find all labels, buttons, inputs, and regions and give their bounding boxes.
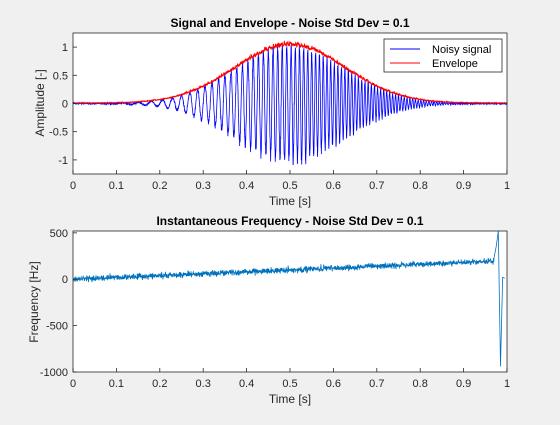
y-ticks-1: -1 -0.5 0 0.5 1	[49, 42, 77, 167]
y-tick-label: 0	[62, 274, 68, 286]
x-tick-label: 1	[504, 378, 510, 390]
y-axis-label-1: Amplitude [-]	[33, 69, 47, 136]
x-tick-label: 0.8	[413, 180, 428, 192]
x-tick-label: 0.2	[152, 180, 167, 192]
x-tick-label: 0.8	[413, 378, 428, 390]
x-tick-label: 0.7	[369, 378, 384, 390]
chart-title-2: Instantaneous Frequency - Noise Std Dev …	[156, 214, 423, 228]
x-tick-label: 0.3	[196, 378, 211, 390]
x-tick-label: 0.1	[109, 180, 124, 192]
y-tick-label: -1000	[40, 367, 68, 379]
x-tick-label: 0.9	[456, 378, 471, 390]
x-tick-label: 1	[504, 180, 510, 192]
y-tick-label: 0.5	[53, 70, 68, 82]
x-tick-label: 0.5	[282, 180, 297, 192]
series-line-instantaneous-frequency	[73, 231, 505, 367]
y-tick-label: 0	[62, 99, 68, 111]
series-line-envelope	[72, 40, 508, 104]
y-axis-label-2: Frequency [Hz]	[27, 261, 41, 342]
x-tick-label: 0.4	[239, 378, 254, 390]
x-ticks-2: 0 0.1 0.2 0.3 0.4 0.5 0.6 0.7 0.8 0.9 1	[70, 368, 510, 390]
y-tick-label: 500	[50, 228, 68, 240]
x-ticks-1: 0 0.1 0.2 0.3 0.4 0.5 0.6 0.7 0.8 0.9 1	[70, 170, 510, 192]
y-ticks-2: -1000 -500 0 500	[40, 228, 77, 379]
legend-label-envelope: Envelope	[432, 58, 478, 70]
legend: Noisy signal Envelope	[383, 38, 503, 73]
x-tick-label: 0.2	[152, 378, 167, 390]
plot-lines-1	[72, 40, 508, 166]
y-tick-label: -500	[46, 321, 68, 333]
x-tick-label: 0.6	[326, 378, 341, 390]
x-tick-label: 0.7	[369, 180, 384, 192]
legend-box	[383, 38, 503, 73]
series-line-noisy-signal	[72, 44, 508, 166]
plot-area-2	[73, 231, 507, 372]
y-tick-label: -0.5	[49, 127, 68, 139]
plot-lines-2	[73, 231, 505, 367]
instantaneous-frequency-axes: 0 0.1 0.2 0.3 0.4 0.5 0.6 0.7 0.8 0.9 1 -1000 -500 0…	[27, 214, 510, 406]
x-axis-label-2: Time [s]	[269, 392, 311, 406]
x-tick-label: 0	[70, 180, 76, 192]
x-axis-label-1: Time [s]	[269, 194, 311, 208]
x-tick-label: 0.3	[196, 180, 211, 192]
signal-envelope-axes: 0 0.1 0.2 0.3 0.4 0.5 0.6 0.7 0.8 0.9 1 -1 -0.5 0 0.5…	[33, 16, 510, 208]
y-tick-label: -1	[58, 155, 68, 167]
x-tick-label: 0.5	[282, 378, 297, 390]
legend-label-noisy-signal: Noisy signal	[432, 44, 491, 56]
x-tick-label: 0.4	[239, 180, 254, 192]
x-tick-label: 0.6	[326, 180, 341, 192]
x-tick-label: 0	[70, 378, 76, 390]
chart-title-1: Signal and Envelope - Noise Std Dev = 0.…	[170, 16, 409, 30]
x-tick-label: 0.1	[109, 378, 124, 390]
x-tick-label: 0.9	[456, 180, 471, 192]
y-tick-label: 1	[62, 42, 68, 54]
